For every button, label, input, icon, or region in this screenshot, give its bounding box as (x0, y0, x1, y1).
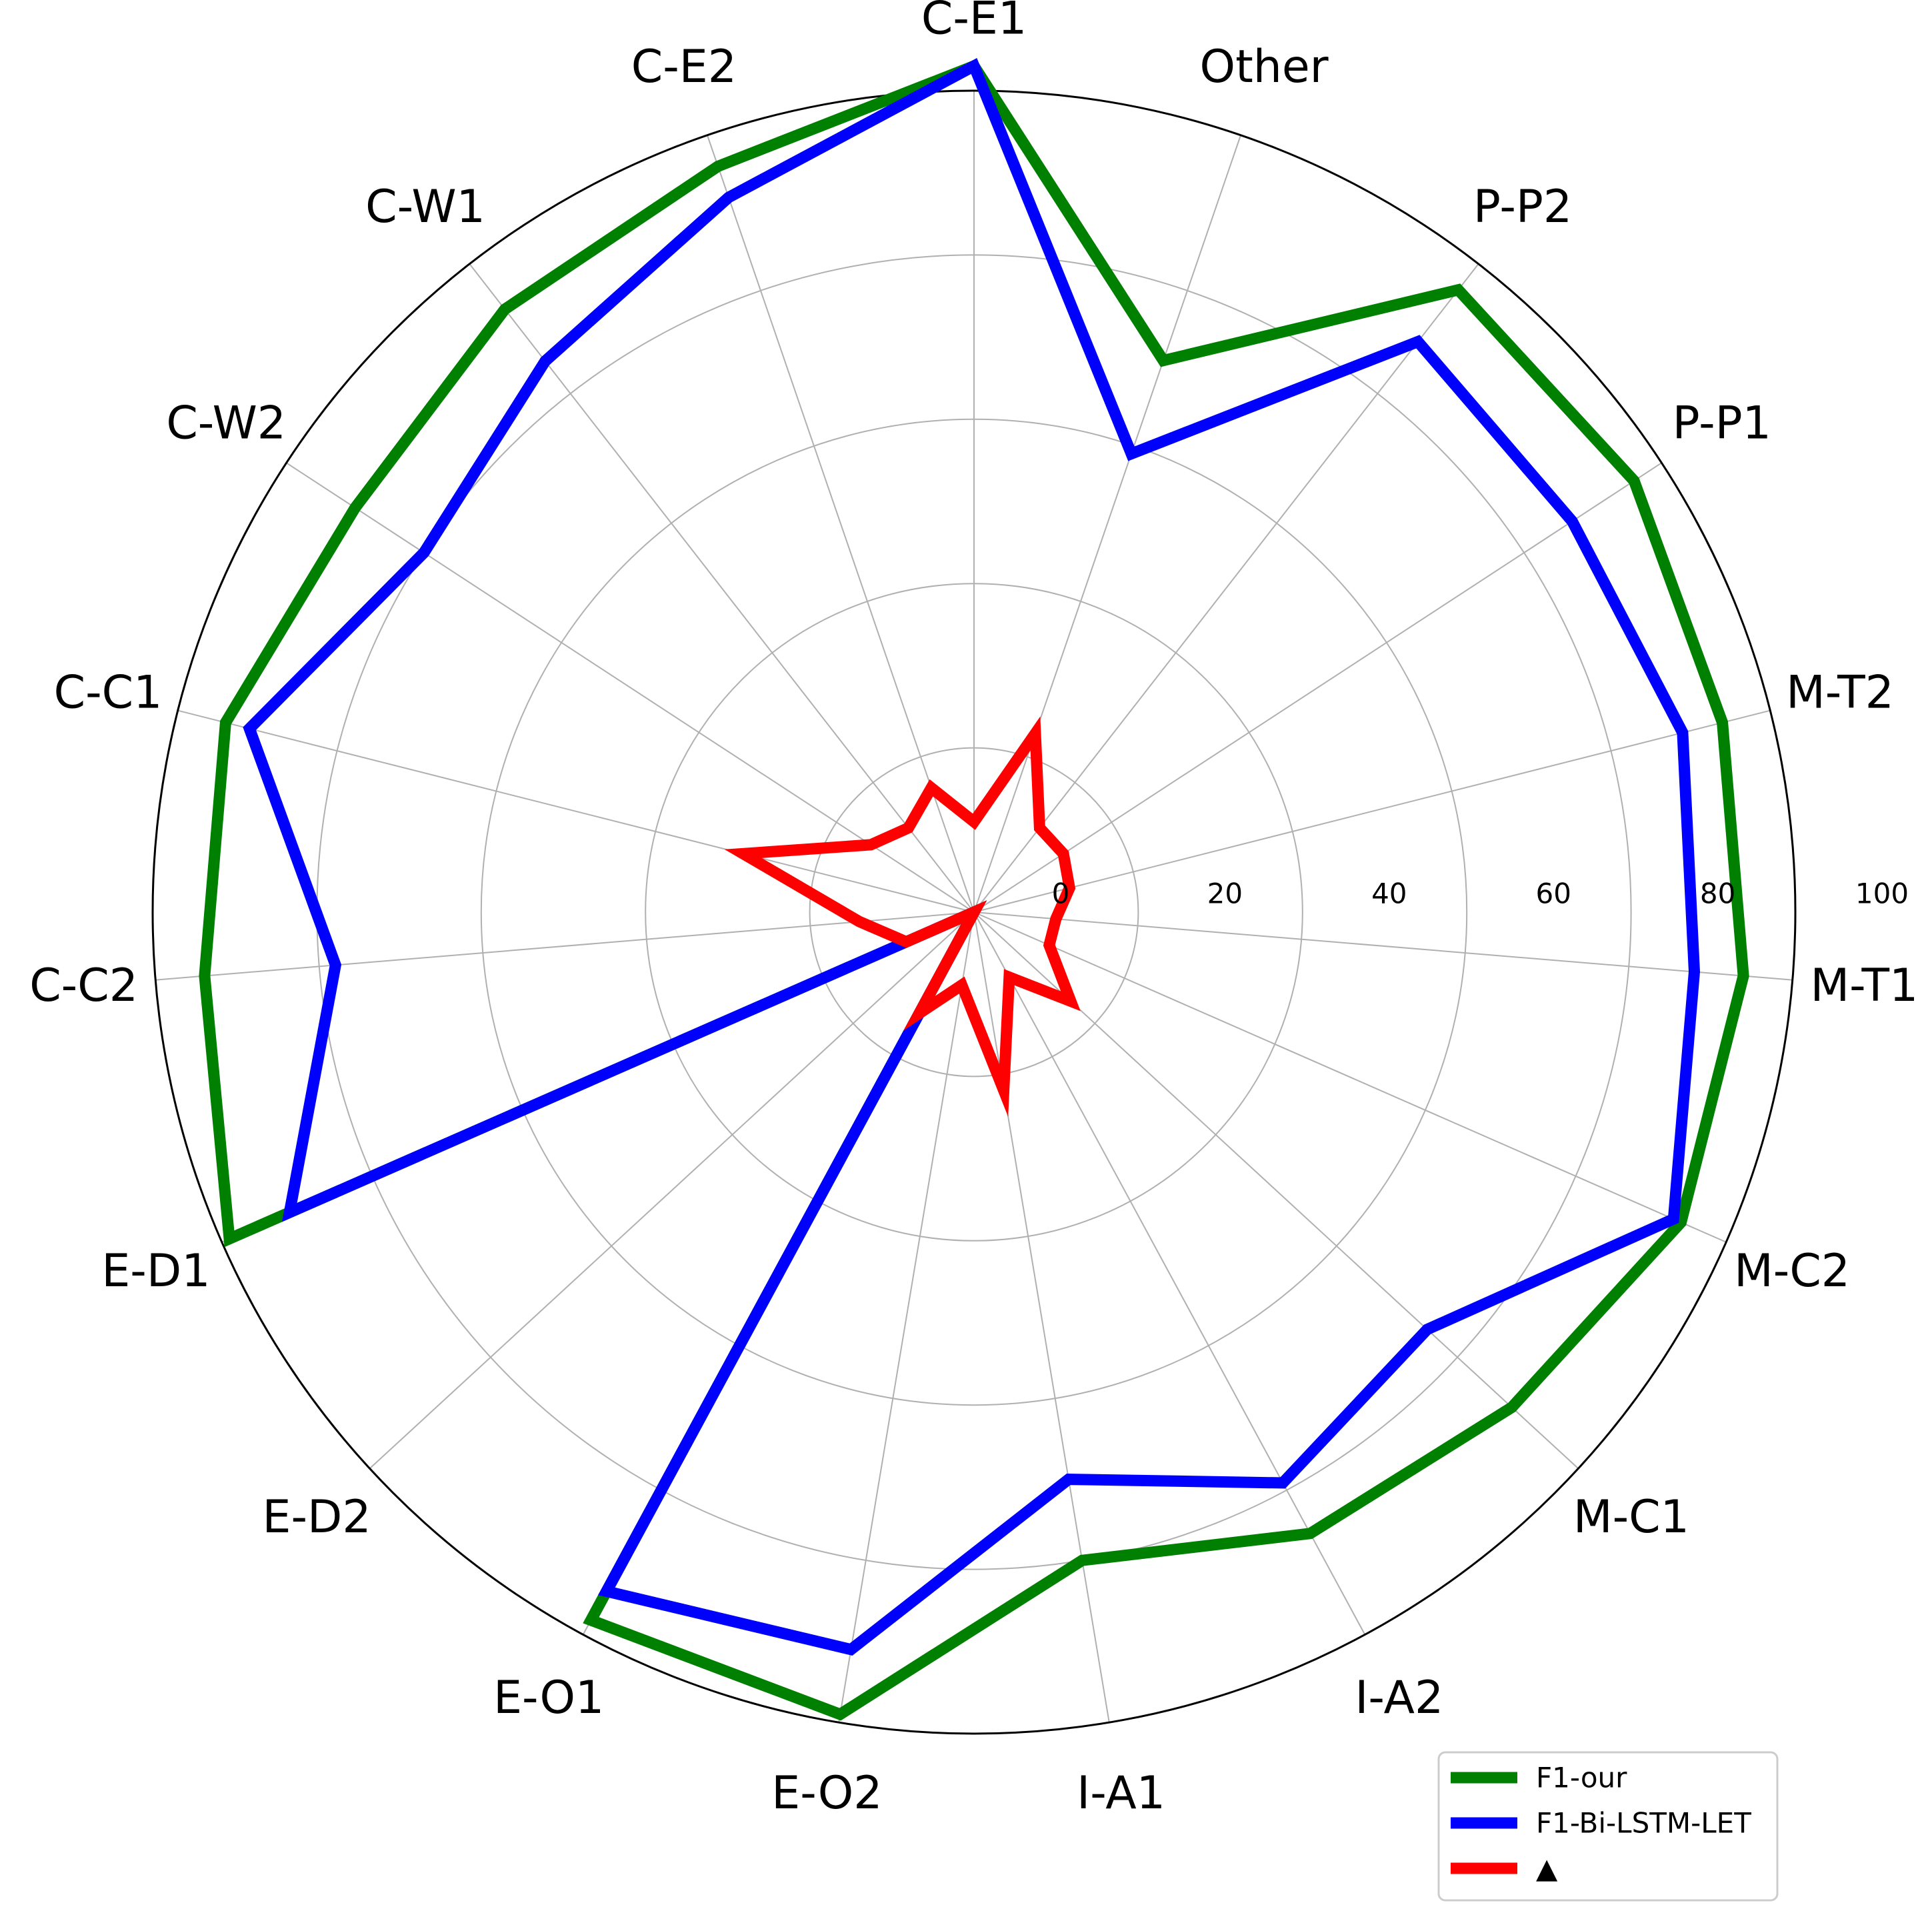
series-line-1 (243, 58, 1701, 1656)
legend: F1-our F1-Bi-LSTM-LET ▲ (1437, 1751, 1779, 1902)
category-label: E-D1 (101, 1245, 210, 1298)
series-line-0 (199, 59, 1749, 1721)
category-label: C-C1 (54, 667, 163, 719)
category-labels: C-E1 Other P-P2 P-P1 M-T2 M-T1 M-C2 M-C1 I-A2 I-A… (29, 0, 1918, 1820)
radial-tick-label: 0 (1052, 877, 1070, 910)
spoke-I-A1 (973, 911, 1110, 1723)
spoke-E-D2 (369, 911, 975, 1470)
series-line-2 (724, 716, 1081, 1117)
radial-tick-label: 60 (1535, 877, 1571, 910)
category-label: C-E2 (631, 41, 737, 93)
legend-label-0: F1-our (1536, 1762, 1627, 1794)
spoke-M-C2 (973, 911, 1727, 1243)
spoke-C-W2 (286, 462, 975, 913)
legend-box (1437, 1751, 1779, 1902)
spoke-C-C2 (155, 911, 975, 981)
spoke-Other (973, 135, 1241, 913)
spoke-M-T1 (973, 911, 1793, 981)
category-label: E-O1 (493, 1672, 604, 1724)
category-label: M-C2 (1734, 1245, 1850, 1298)
category-label: P-P2 (1473, 181, 1572, 233)
category-label: E-O2 (771, 1767, 882, 1820)
category-label: I-A2 (1355, 1672, 1443, 1724)
legend-label-1: F1-Bi-LSTM-LET (1536, 1807, 1751, 1840)
spoke-M-T2 (973, 709, 1771, 913)
legend-items: F1-our F1-Bi-LSTM-LET ▲ (1451, 1762, 1751, 1885)
spoke-P-P2 (973, 263, 1479, 913)
polar-frame (151, 89, 1797, 1735)
spoke-P-P1 (973, 462, 1662, 913)
spoke-I-A2 (973, 911, 1366, 1635)
category-label: C-E1 (921, 0, 1027, 45)
category-label: M-T1 (1811, 960, 1919, 1012)
category-label: E-D2 (263, 1491, 371, 1544)
category-label: C-W1 (365, 181, 485, 233)
radial-tick-label: 80 (1700, 877, 1735, 910)
series-group (199, 58, 1749, 1721)
category-label: I-A1 (1077, 1767, 1165, 1820)
category-label: C-W2 (166, 397, 286, 450)
category-label: M-T2 (1786, 667, 1894, 719)
spoke-C-C1 (177, 709, 975, 913)
spoke-E-O2 (838, 911, 975, 1723)
category-label: C-C2 (29, 960, 138, 1012)
radial-tick-label: 20 (1207, 877, 1243, 910)
category-label: Other (1200, 41, 1329, 93)
category-label: M-C1 (1573, 1491, 1689, 1544)
radial-tick-label: 100 (1855, 877, 1909, 910)
category-label: P-P1 (1673, 397, 1771, 450)
legend-label-2: ▲ (1536, 1852, 1558, 1885)
spoke-C-W1 (469, 263, 975, 913)
radial-tick-label: 40 (1371, 877, 1407, 910)
radial-tick-labels: 0 20 40 60 80 100 (1052, 877, 1909, 910)
